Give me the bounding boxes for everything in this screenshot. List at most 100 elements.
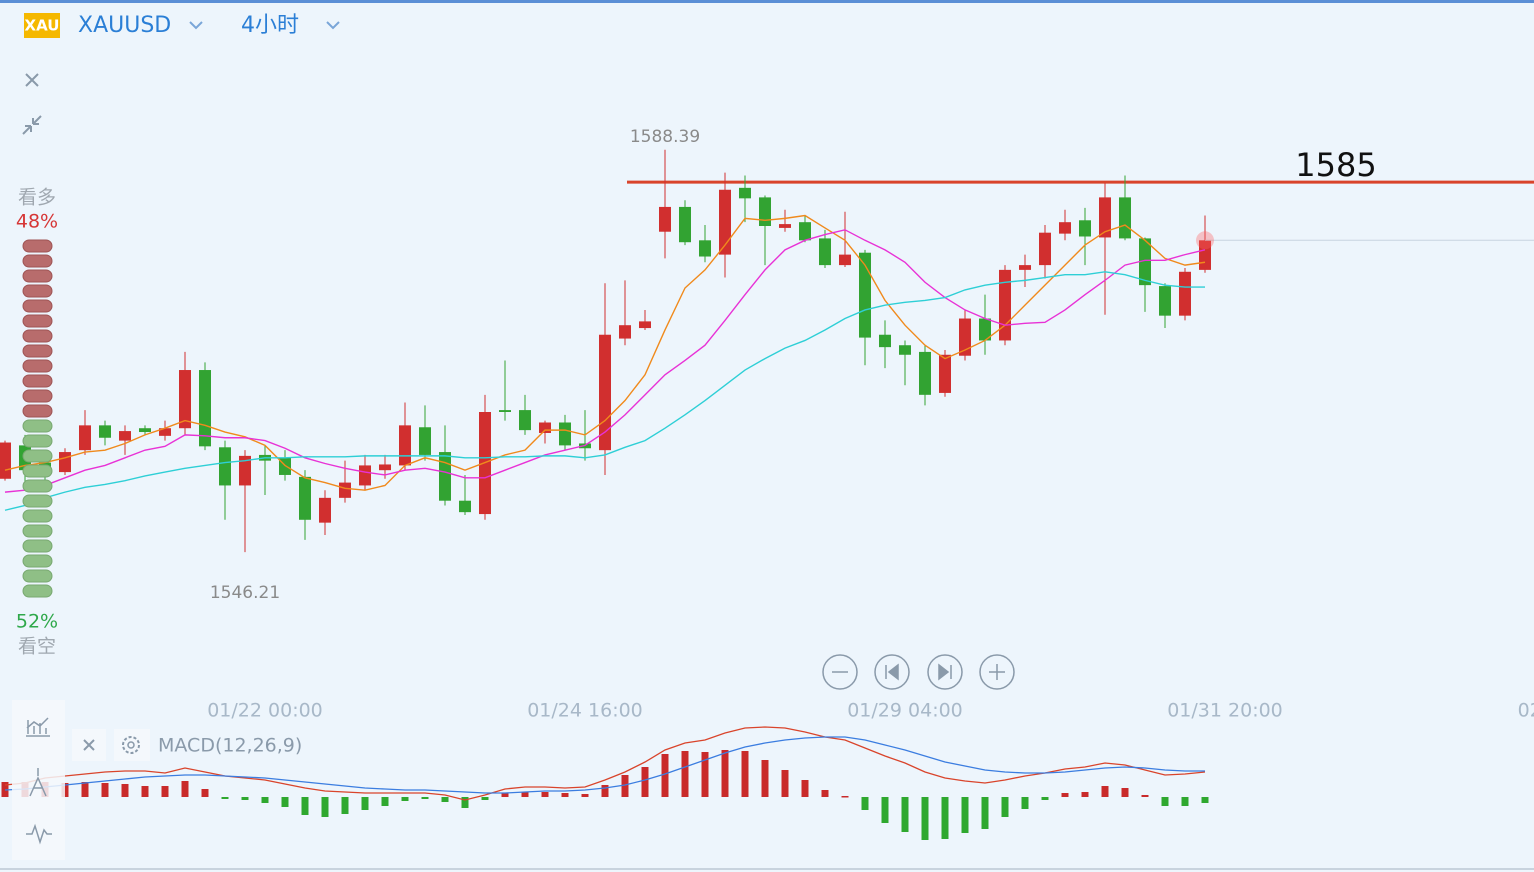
macd-dif-line	[4, 726, 1206, 801]
macd-dea-line	[4, 736, 1205, 794]
macd-close-icon	[83, 739, 95, 751]
symbol[interactable]: XAUUSD	[78, 13, 171, 38]
macd-histogram	[981, 797, 989, 829]
macd-histogram	[881, 797, 889, 823]
macd-histogram	[621, 775, 629, 797]
x-tick-label: 01/31 20:00	[1167, 700, 1283, 722]
candle-body	[79, 425, 91, 451]
candle-body	[1139, 238, 1151, 286]
top-border	[0, 0, 1534, 3]
macd-histogram	[1001, 797, 1009, 817]
candle-body	[1019, 265, 1031, 270]
candle-body	[159, 428, 171, 436]
macd-histogram	[401, 797, 409, 801]
macd-histogram	[81, 782, 89, 797]
last-button[interactable]	[927, 654, 963, 690]
sentiment-pill	[22, 299, 53, 313]
gear-icon	[122, 736, 140, 754]
collapse-icon[interactable]	[22, 115, 42, 135]
candle-body	[519, 410, 531, 431]
x-tick-label: 01/29 04:00	[847, 700, 963, 722]
bear-pct: 52%	[16, 611, 58, 633]
sentiment-pill	[22, 464, 53, 478]
candle-body	[379, 464, 391, 471]
candle-body	[319, 497, 331, 523]
candle-body	[919, 351, 931, 395]
macd-histogram	[521, 792, 529, 797]
zoom-in-icon	[989, 664, 1005, 680]
candle-body	[799, 222, 811, 241]
macd-histogram	[261, 797, 269, 803]
candle-body	[1119, 197, 1131, 239]
macd-histogram	[841, 796, 849, 798]
candle-body	[699, 240, 711, 257]
zoom-in-button[interactable]	[979, 654, 1015, 690]
sentiment-pill	[22, 314, 53, 328]
high-label: 1588.39	[630, 127, 700, 147]
macd-histogram	[861, 797, 869, 810]
candle-body	[239, 455, 251, 486]
macd-histogram	[101, 783, 109, 797]
sentiment-pill	[22, 254, 53, 268]
sentiment-pill	[22, 479, 53, 493]
draw-icon[interactable]	[29, 768, 47, 797]
symbol-icon[interactable]	[24, 13, 60, 38]
candle-body	[639, 321, 651, 329]
sentiment-pill	[22, 554, 53, 568]
sentiment-pill	[22, 389, 53, 403]
close-icon[interactable]	[25, 73, 39, 87]
last-price-glow	[1196, 231, 1214, 250]
interval[interactable]: 4小时	[241, 13, 299, 38]
macd-title: MACD(12,26,9)	[158, 735, 302, 757]
candle-body	[619, 325, 631, 339]
sentiment-pill	[22, 359, 53, 373]
candle-body	[979, 318, 991, 341]
candle-body	[339, 482, 351, 498]
indicator-icon[interactable]	[26, 717, 50, 737]
bear-label: 看空	[18, 636, 56, 658]
resistance-label: 1585	[1295, 146, 1376, 184]
macd-histogram	[1081, 792, 1089, 797]
candle-body	[939, 354, 951, 393]
candle-body	[899, 345, 911, 355]
macd-histogram	[281, 797, 289, 807]
macd-histogram	[1141, 795, 1149, 797]
candle-body	[679, 206, 691, 243]
candle-body	[59, 452, 71, 473]
wave-icon[interactable]	[26, 823, 52, 845]
macd-histogram	[641, 767, 649, 797]
first-button[interactable]	[874, 654, 910, 690]
first-icon	[885, 663, 899, 681]
sentiment-pill	[22, 449, 53, 463]
macd-histogram	[461, 797, 469, 808]
macd-histogram	[581, 794, 589, 797]
macd-histogram	[761, 760, 769, 797]
sentiment-pill	[22, 239, 53, 253]
macd-histogram	[681, 751, 689, 797]
macd-histogram	[181, 781, 189, 797]
macd-histogram	[1121, 788, 1129, 797]
zoom-out-button[interactable]	[822, 654, 858, 690]
candle-body	[119, 431, 131, 441]
low-label: 1546.21	[210, 583, 280, 603]
symbol-chevron[interactable]	[189, 21, 203, 30]
macd-histogram	[221, 797, 229, 799]
moving-average	[4, 229, 1206, 493]
candle-body	[559, 422, 571, 446]
sentiment-pill	[22, 284, 53, 298]
candle-body	[439, 452, 451, 501]
candle-body	[1159, 286, 1171, 316]
macd-histogram	[381, 797, 389, 806]
macd-histogram	[121, 784, 129, 797]
interval-chevron[interactable]	[326, 21, 340, 30]
macd-histogram	[901, 797, 909, 832]
macd-histogram	[1061, 793, 1069, 797]
sentiment-pill	[22, 434, 53, 448]
sentiment-pill	[22, 494, 53, 508]
candle-body	[999, 269, 1011, 341]
macd-histogram	[141, 786, 149, 797]
macd-settings-box[interactable]	[114, 729, 150, 761]
candle-body	[199, 370, 211, 447]
sentiment-pill	[22, 569, 53, 583]
macd-histogram	[941, 797, 949, 839]
